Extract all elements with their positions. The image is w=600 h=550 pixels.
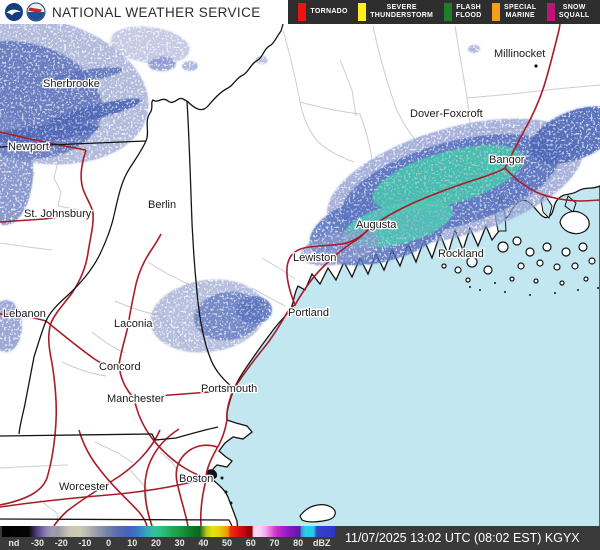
city-label-lewiston: Lewiston [293, 252, 336, 264]
legend-item-severe-thunderstorm: SEVERE THUNDERSTORM [358, 3, 433, 21]
city-label-berlin: Berlin [148, 199, 176, 211]
dbz-colorbar [2, 526, 335, 537]
legend-swatch [358, 3, 367, 21]
city-label-millinocket: Millinocket [494, 48, 545, 60]
city-label-lebanon: Lebanon [3, 308, 46, 320]
tick-label: 60 [245, 538, 256, 548]
city-label-manchester: Manchester [107, 393, 165, 405]
timestamp: 11/07/2025 13:02 UTC (08:02 EST) KGYX [345, 531, 580, 545]
tick-label: 50 [222, 538, 233, 548]
warning-legend: TORNADO SEVERE THUNDERSTORM FLASH FLOOD SPECI… [288, 0, 600, 24]
noaa-logo-icon [5, 3, 23, 21]
city-label-bangor: Bangor [489, 154, 525, 166]
footer-bar: nd -30 -20 -10 0 10 20 30 40 50 60 70 80 dBZ 11/07/20… [0, 526, 600, 550]
city-label-augusta: Augusta [356, 219, 397, 231]
logos [0, 2, 46, 22]
legend-label: TORNADO [310, 8, 348, 15]
legend-label: SNOW SQUALL [558, 4, 590, 19]
city-label-st-johnsbury: St. Johnsbury [24, 208, 92, 220]
tick-label: 0 [106, 538, 112, 548]
city-label-worcester: Worcester [59, 481, 109, 493]
city-label-rockland: Rockland [438, 248, 484, 260]
legend-label: SPECIAL MARINE [504, 4, 537, 19]
city-label-concord: Concord [99, 361, 141, 373]
agency-title: NATIONAL WEATHER SERVICE [52, 4, 261, 20]
state-borders [0, 23, 284, 527]
tick-label: 20 [150, 538, 161, 548]
legend-label: SEVERE THUNDERSTORM [370, 4, 434, 19]
city-label-portland: Portland [288, 307, 329, 319]
legend-swatch [492, 3, 501, 21]
legend-item-flash-flood: FLASH FLOOD [443, 3, 482, 21]
islands [299, 210, 596, 523]
tick-label: -30 [31, 538, 45, 548]
legend-item-tornado: TORNADO [298, 3, 347, 21]
city-label-newport: Newport [8, 141, 49, 153]
radar-precipitation-layer [0, 15, 600, 353]
coast-rocks [206, 282, 599, 505]
city-label-boston: Boston [179, 473, 213, 485]
legend-item-snow-squall: SNOW SQUALL [546, 3, 590, 21]
city-labels: Sherbrooke Newport St. Johnsbury Berlin Mill… [2, 47, 547, 495]
nh-coastal-snow [150, 279, 272, 353]
legend-swatch [443, 3, 452, 21]
tick-label: -10 [78, 538, 92, 548]
tick-label: -20 [54, 538, 68, 548]
quebec-snow [0, 15, 190, 225]
nws-logo-icon [26, 2, 46, 22]
city-label-laconia: Laconia [114, 318, 153, 330]
small-showers [0, 45, 480, 352]
city-dots [534, 64, 538, 68]
legend-label: FLASH FLOOD [455, 4, 482, 19]
header-bar: NATIONAL WEATHER SERVICE TORNADO SEVERE TH… [0, 0, 600, 24]
tick-label: 30 [174, 538, 185, 548]
dbz-tick-labels: nd -30 -20 -10 0 10 20 30 40 50 60 70 80 dBZ [2, 537, 338, 550]
city-label-sherbrooke: Sherbrooke [43, 78, 100, 90]
legend-swatch [546, 3, 555, 21]
tick-label: nd [8, 538, 20, 548]
tick-label: dBZ [313, 538, 331, 548]
legend-swatch [298, 3, 307, 21]
tick-label: 80 [293, 538, 304, 548]
city-label-dover-foxcroft: Dover-Foxcroft [410, 108, 483, 120]
tick-label: 10 [127, 538, 138, 548]
city-label-portsmouth: Portsmouth [201, 383, 257, 395]
tick-label: 40 [198, 538, 209, 548]
tick-label: 70 [269, 538, 280, 548]
legend-item-special-marine: SPECIAL MARINE [492, 3, 536, 21]
